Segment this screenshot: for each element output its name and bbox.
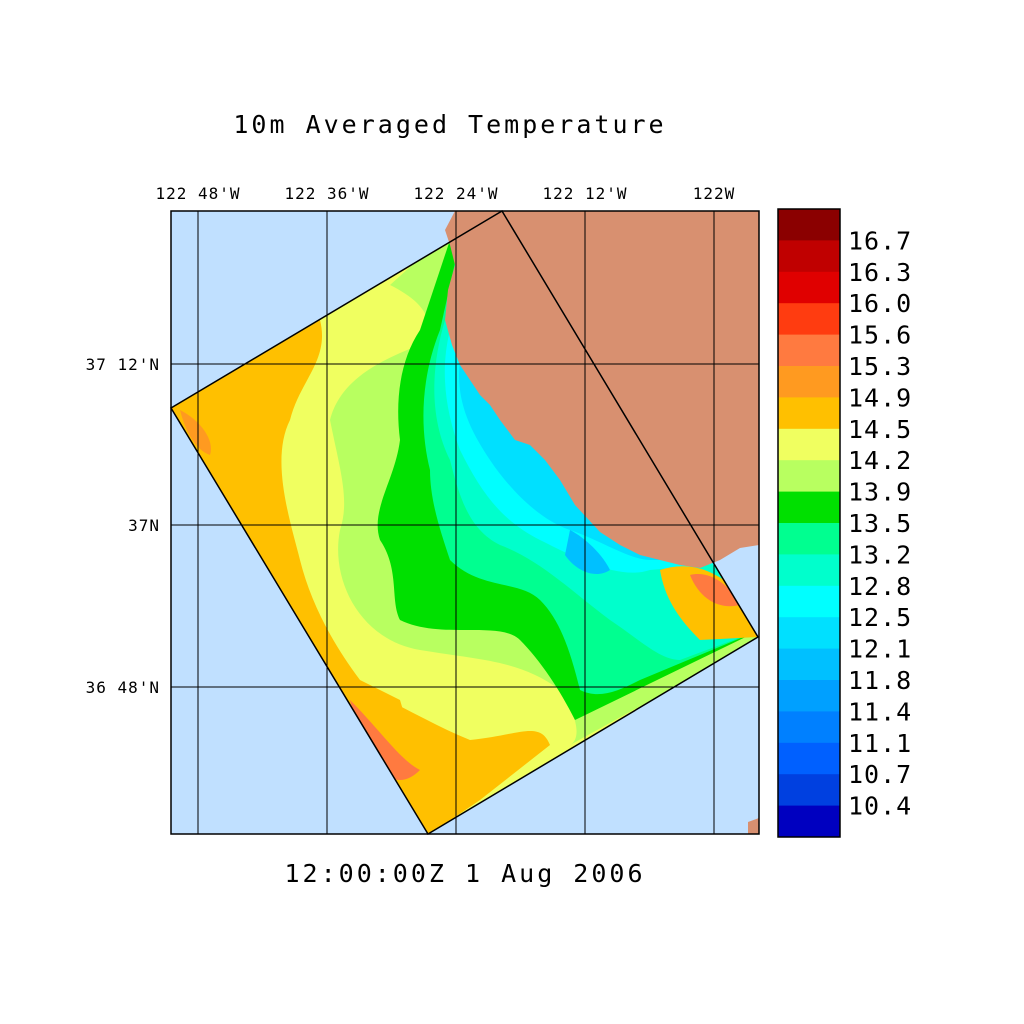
colorbar-label: 16.0	[848, 289, 912, 318]
colorbar-label: 14.5	[848, 415, 912, 444]
colorbar-swatches	[778, 209, 840, 838]
field-hot-south	[350, 700, 420, 780]
land-fragment	[748, 818, 759, 834]
map-title: 10m Averaged Temperature	[233, 110, 666, 139]
colorbar-swatch	[778, 805, 840, 838]
colorbar-swatch	[778, 585, 840, 618]
colorbar-label: 16.7	[848, 226, 912, 255]
colorbar-swatch	[778, 366, 840, 398]
field-warm-southeast	[660, 566, 758, 640]
colorbar-swatch	[778, 523, 840, 555]
longitude-labels: 122 48'W 122 36'W 122 24'W 122 12'W 122W	[155, 184, 736, 203]
colorbar-label: 11.4	[848, 697, 912, 726]
lon-label-1: 122 48'W	[155, 184, 240, 203]
colorbar-label: 14.9	[848, 383, 912, 412]
lat-label-2: 37N	[128, 516, 160, 535]
colorbar-swatch	[778, 240, 840, 273]
colorbar-label: 12.5	[848, 603, 912, 632]
colorbar-labels: 16.7 16.316.0 15.615.314.9 14.514.2 13.913.5…	[848, 226, 912, 821]
colorbar-swatch	[778, 334, 840, 367]
lat-label-3: 36 48'N	[86, 678, 160, 697]
colorbar-label: 14.2	[848, 446, 912, 475]
colorbar-swatch	[778, 554, 840, 587]
field-warm-south	[330, 680, 550, 834]
colorbar-label: 12.8	[848, 572, 912, 601]
lon-label-2: 122 36'W	[284, 184, 369, 203]
colorbar-label: 13.9	[848, 478, 912, 507]
latitude-labels: 37 12'N 37N 36 48'N	[86, 355, 160, 697]
colorbar-label: 10.4	[848, 792, 912, 821]
colorbar-frame	[777, 208, 841, 838]
colorbar-swatch	[778, 303, 840, 336]
lon-label-4: 122 12'W	[542, 184, 627, 203]
colorbar-swatch	[778, 428, 840, 461]
lon-label-3: 122 24'W	[413, 184, 498, 203]
colorbar-swatch	[778, 271, 840, 304]
colorbar-swatch	[778, 209, 840, 241]
colorbar-swatch	[778, 774, 840, 807]
colorbar-label: 11.1	[848, 729, 912, 758]
colorbar-label: 16.3	[848, 258, 912, 287]
colorbar-label: 10.7	[848, 760, 912, 789]
lat-label-1: 37 12'N	[86, 355, 160, 374]
colorbar-swatch	[778, 460, 840, 493]
map-frame	[170, 210, 760, 835]
model-domain-outline	[169, 209, 760, 836]
colorbar-swatch	[778, 680, 840, 712]
graticule	[171, 211, 759, 834]
field-cold-core	[565, 530, 610, 575]
field-hot-west	[180, 410, 211, 455]
colorbar-label: 11.8	[848, 666, 912, 695]
colorbar-swatch	[778, 491, 840, 524]
colorbar-swatch	[778, 742, 840, 775]
colorbar-swatch	[778, 397, 840, 430]
colorbar-swatch	[778, 617, 840, 650]
colorbar-label: 13.5	[848, 509, 912, 538]
colorbar-swatch	[778, 648, 840, 681]
colorbar-label: 12.1	[848, 635, 912, 664]
colorbar-label: 13.2	[848, 540, 912, 569]
colorbar-label: 15.3	[848, 352, 912, 381]
field-hot-southeast	[690, 574, 740, 607]
colorbar-swatch	[778, 711, 840, 744]
lon-label-5: 122W	[693, 184, 736, 203]
colorbar-label: 15.6	[848, 321, 912, 350]
land-mass	[445, 211, 759, 568]
timestamp-label: 12:00:00Z 1 Aug 2006	[284, 859, 645, 888]
